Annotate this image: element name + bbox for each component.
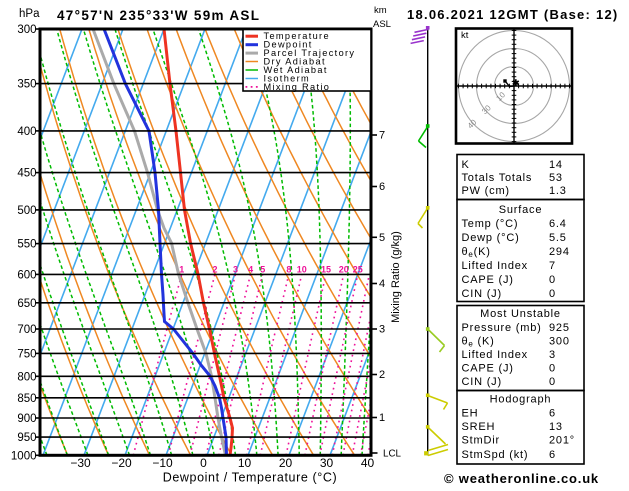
svg-text:km: km xyxy=(374,5,387,16)
svg-text:StmSpd (kt): StmSpd (kt) xyxy=(462,449,529,461)
svg-text:10: 10 xyxy=(297,265,307,275)
svg-text:300: 300 xyxy=(549,336,570,348)
svg-text:7: 7 xyxy=(379,130,385,142)
svg-text:Isotherm: Isotherm xyxy=(264,74,311,84)
svg-text:6: 6 xyxy=(379,181,385,193)
svg-text:Temperature: Temperature xyxy=(264,31,330,41)
svg-text:Mixing Ratio: Mixing Ratio xyxy=(264,82,331,92)
svg-text:0: 0 xyxy=(549,288,556,300)
svg-text:450: 450 xyxy=(17,168,36,180)
svg-text:4: 4 xyxy=(248,265,253,275)
svg-text:400: 400 xyxy=(17,126,36,138)
svg-text:1: 1 xyxy=(379,412,385,424)
svg-text:14: 14 xyxy=(549,159,563,171)
svg-text:700: 700 xyxy=(17,324,36,336)
svg-text:1000: 1000 xyxy=(11,450,37,462)
svg-text:201°: 201° xyxy=(549,435,575,447)
svg-text:5: 5 xyxy=(379,232,385,244)
svg-text:18.06.2021 12GMT (Base: 12): 18.06.2021 12GMT (Base: 12) xyxy=(407,7,619,22)
svg-text:750: 750 xyxy=(17,348,36,360)
svg-text:900: 900 xyxy=(17,413,36,425)
svg-text:Lifted Index: Lifted Index xyxy=(462,349,528,361)
svg-text:20: 20 xyxy=(339,265,349,275)
svg-text:500: 500 xyxy=(17,205,36,217)
svg-text:294: 294 xyxy=(549,246,570,258)
svg-text:3: 3 xyxy=(549,349,556,361)
svg-text:7: 7 xyxy=(549,260,556,272)
svg-text:CAPE (J): CAPE (J) xyxy=(462,363,514,375)
svg-text:3: 3 xyxy=(233,265,238,275)
svg-text:Dewpoint / Temperature (°C): Dewpoint / Temperature (°C) xyxy=(163,471,338,485)
svg-text:θe(K): θe(K) xyxy=(462,246,491,259)
svg-text:25: 25 xyxy=(353,265,363,275)
svg-text:kt: kt xyxy=(461,30,469,41)
svg-text:650: 650 xyxy=(17,298,36,310)
svg-text:−30: −30 xyxy=(70,456,91,470)
svg-text:✱: ✱ xyxy=(512,78,520,88)
svg-text:4: 4 xyxy=(379,278,385,290)
svg-text:2: 2 xyxy=(212,265,217,275)
svg-text:© weatheronline.co.uk: © weatheronline.co.uk xyxy=(444,471,599,486)
svg-text:CIN (J): CIN (J) xyxy=(462,288,502,300)
svg-text:Pressure (mb): Pressure (mb) xyxy=(462,322,542,334)
svg-text:PW (cm): PW (cm) xyxy=(462,185,510,197)
svg-text:Most Unstable: Most Unstable xyxy=(480,308,561,320)
svg-text:ASL: ASL xyxy=(373,19,391,30)
svg-text:Parcel Trajectory: Parcel Trajectory xyxy=(264,48,356,58)
svg-text:CIN (J): CIN (J) xyxy=(462,376,502,388)
svg-text:Wet Adiabat: Wet Adiabat xyxy=(264,65,328,75)
svg-text:6.4: 6.4 xyxy=(549,218,567,230)
svg-text:600: 600 xyxy=(17,269,36,281)
svg-text:5.5: 5.5 xyxy=(549,232,567,244)
svg-text:800: 800 xyxy=(17,371,36,383)
svg-text:0: 0 xyxy=(200,456,207,470)
svg-text:53: 53 xyxy=(549,172,563,184)
svg-text:Lifted Index: Lifted Index xyxy=(462,260,528,272)
svg-text:hPa: hPa xyxy=(19,8,40,20)
svg-text:850: 850 xyxy=(17,393,36,405)
svg-text:Dry Adiabat: Dry Adiabat xyxy=(264,57,326,67)
svg-text:550: 550 xyxy=(17,239,36,251)
svg-text:Dewpoint: Dewpoint xyxy=(264,40,313,50)
svg-text:0: 0 xyxy=(549,376,556,388)
svg-text:LCL: LCL xyxy=(383,449,402,460)
svg-text:950: 950 xyxy=(17,432,36,444)
svg-text:Mixing Ratio (g/kg): Mixing Ratio (g/kg) xyxy=(390,231,402,323)
svg-text:EH: EH xyxy=(462,408,479,420)
svg-text:1.3: 1.3 xyxy=(549,185,567,197)
svg-text:2: 2 xyxy=(379,369,385,381)
svg-text:−20: −20 xyxy=(111,456,132,470)
svg-text:13: 13 xyxy=(549,421,563,433)
svg-text:925: 925 xyxy=(549,322,570,334)
svg-text:Temp (°C): Temp (°C) xyxy=(462,218,519,230)
svg-text:6: 6 xyxy=(549,408,556,420)
svg-text:300: 300 xyxy=(17,24,36,36)
svg-text:40: 40 xyxy=(361,456,375,470)
svg-text:5: 5 xyxy=(260,265,265,275)
svg-text:10: 10 xyxy=(238,456,252,470)
svg-text:8: 8 xyxy=(286,265,291,275)
svg-text:Dewp (°C): Dewp (°C) xyxy=(462,232,520,244)
svg-text:20: 20 xyxy=(279,456,293,470)
svg-text:350: 350 xyxy=(17,79,36,91)
svg-text:CAPE (J): CAPE (J) xyxy=(462,274,514,286)
svg-text:Totals Totals: Totals Totals xyxy=(462,172,533,184)
svg-text:−10: −10 xyxy=(152,456,173,470)
svg-text:47°57'N 235°33'W 59m ASL: 47°57'N 235°33'W 59m ASL xyxy=(57,8,260,23)
svg-text:θe (K): θe (K) xyxy=(462,336,495,349)
svg-text:0: 0 xyxy=(549,274,556,286)
svg-text:K: K xyxy=(462,159,470,171)
svg-text:SREH: SREH xyxy=(462,421,496,433)
svg-text:30: 30 xyxy=(320,456,334,470)
svg-text:15: 15 xyxy=(321,265,331,275)
svg-text:1: 1 xyxy=(179,265,184,275)
svg-text:Hodograph: Hodograph xyxy=(490,394,552,406)
svg-text:0: 0 xyxy=(549,363,556,375)
svg-text:StmDir: StmDir xyxy=(462,435,500,447)
svg-text:6: 6 xyxy=(549,449,556,461)
svg-text:3: 3 xyxy=(379,324,385,336)
svg-text:Surface: Surface xyxy=(499,204,543,216)
